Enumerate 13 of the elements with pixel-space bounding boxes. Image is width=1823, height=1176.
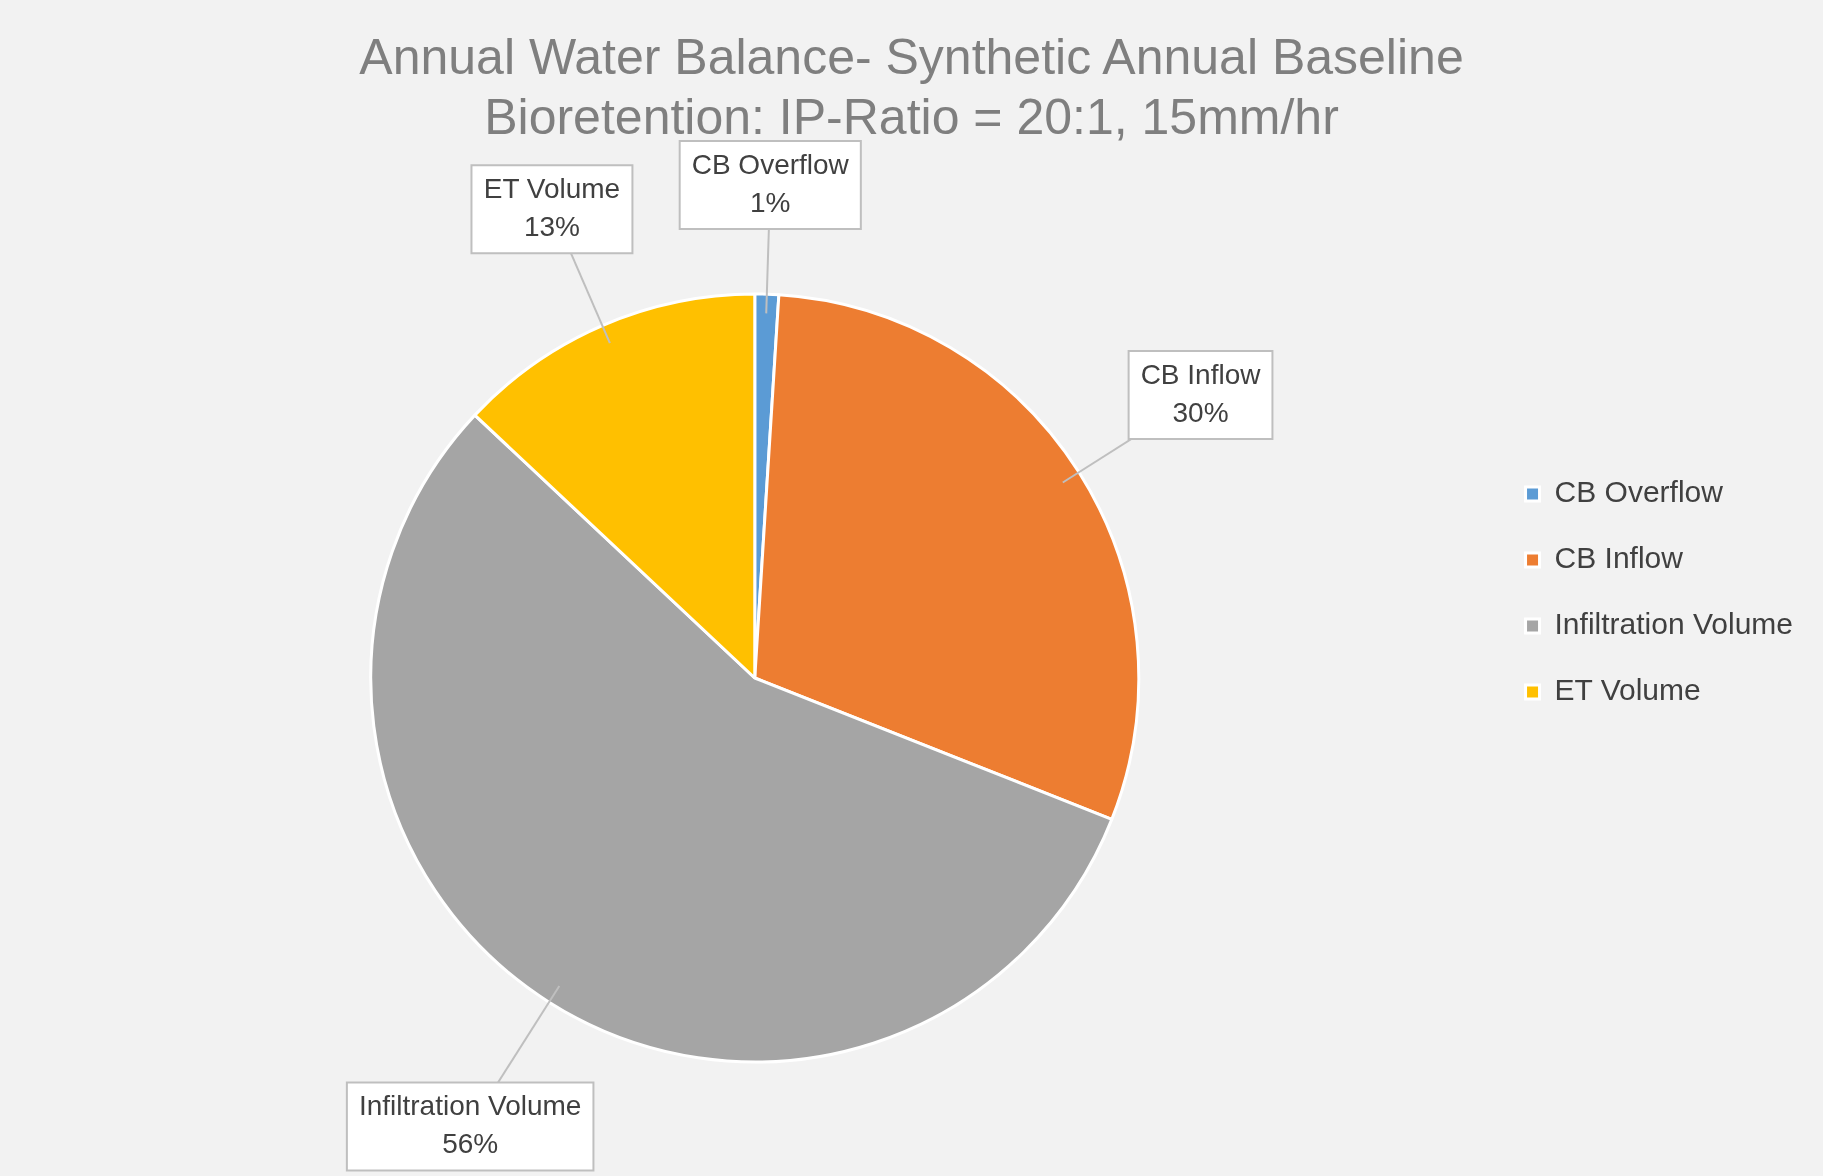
data-label: 30% [1172, 396, 1229, 428]
legend-label: ET Volume [1554, 673, 1701, 707]
legend-label: CB Overflow [1554, 475, 1724, 509]
chart-title: Annual Water Balance- Synthetic Annual Baseline Bioretention: IP-Ratio = 20:1, 15mm/hr [359, 28, 1464, 145]
data-label: 13% [523, 211, 580, 243]
legend-label: CB Inflow [1554, 541, 1684, 575]
data-label: 56% [442, 1128, 499, 1160]
slice-label: CB Overflow [691, 148, 850, 180]
slice-label: ET Volume [483, 173, 621, 205]
data-label: 1% [750, 186, 791, 218]
legend-label: Infiltration Volume [1554, 607, 1794, 641]
slice-label: Infiltration Volume [358, 1090, 582, 1122]
slice-label: CB Inflow [1140, 358, 1262, 390]
